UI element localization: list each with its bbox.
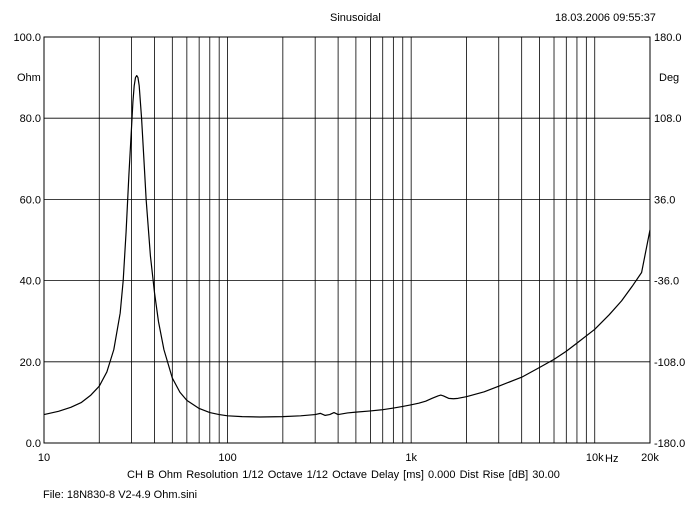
- x-tick-label: 20k: [641, 452, 659, 464]
- grid: [44, 37, 650, 443]
- y-tick-label: 100.0: [13, 32, 41, 44]
- x-axis-unit: Hz: [605, 453, 619, 465]
- y-tick-label: 60.0: [20, 194, 41, 206]
- x-tick-label: 100: [218, 452, 236, 464]
- y2-tick-label: 180.0: [654, 32, 682, 44]
- y-axis-label: Ohm: [17, 72, 41, 84]
- y2-tick-label: 108.0: [654, 113, 682, 125]
- y2-tick-label: -108.0: [654, 357, 685, 369]
- y-tick-label: 20.0: [20, 357, 41, 369]
- curve-layer: [43, 74, 651, 418]
- measurement-settings: CH B Ohm Resolution 1/12 Octave 1/12 Oct…: [127, 469, 560, 481]
- y2-tick-label: -180.0: [654, 438, 685, 450]
- tick-labels: 0.0 20.0 40.0 60.0 80.0 100.0 -180.0 -108.0 -36.…: [13, 32, 685, 464]
- timestamp: 18.03.2006 09:55:37: [555, 12, 656, 24]
- x-tick-label: 1k: [405, 452, 417, 464]
- y2-tick-label: -36.0: [654, 276, 679, 288]
- plot-frame: [43, 36, 651, 444]
- x-tick-label: 10: [38, 452, 50, 464]
- chart-title: Sinusoidal: [330, 12, 381, 24]
- x-tick-label: 10k: [586, 452, 604, 464]
- y2-axis-label: Deg: [659, 72, 680, 84]
- y2-tick-label: 36.0: [654, 194, 675, 206]
- y-tick-label: 0.0: [26, 438, 41, 450]
- file-name: File: 18N830-8 V2-4.9 Ohm.sini: [43, 489, 198, 501]
- impedance-curve: [43, 74, 651, 418]
- y-tick-label: 40.0: [20, 276, 41, 288]
- y-tick-label: 80.0: [20, 113, 41, 125]
